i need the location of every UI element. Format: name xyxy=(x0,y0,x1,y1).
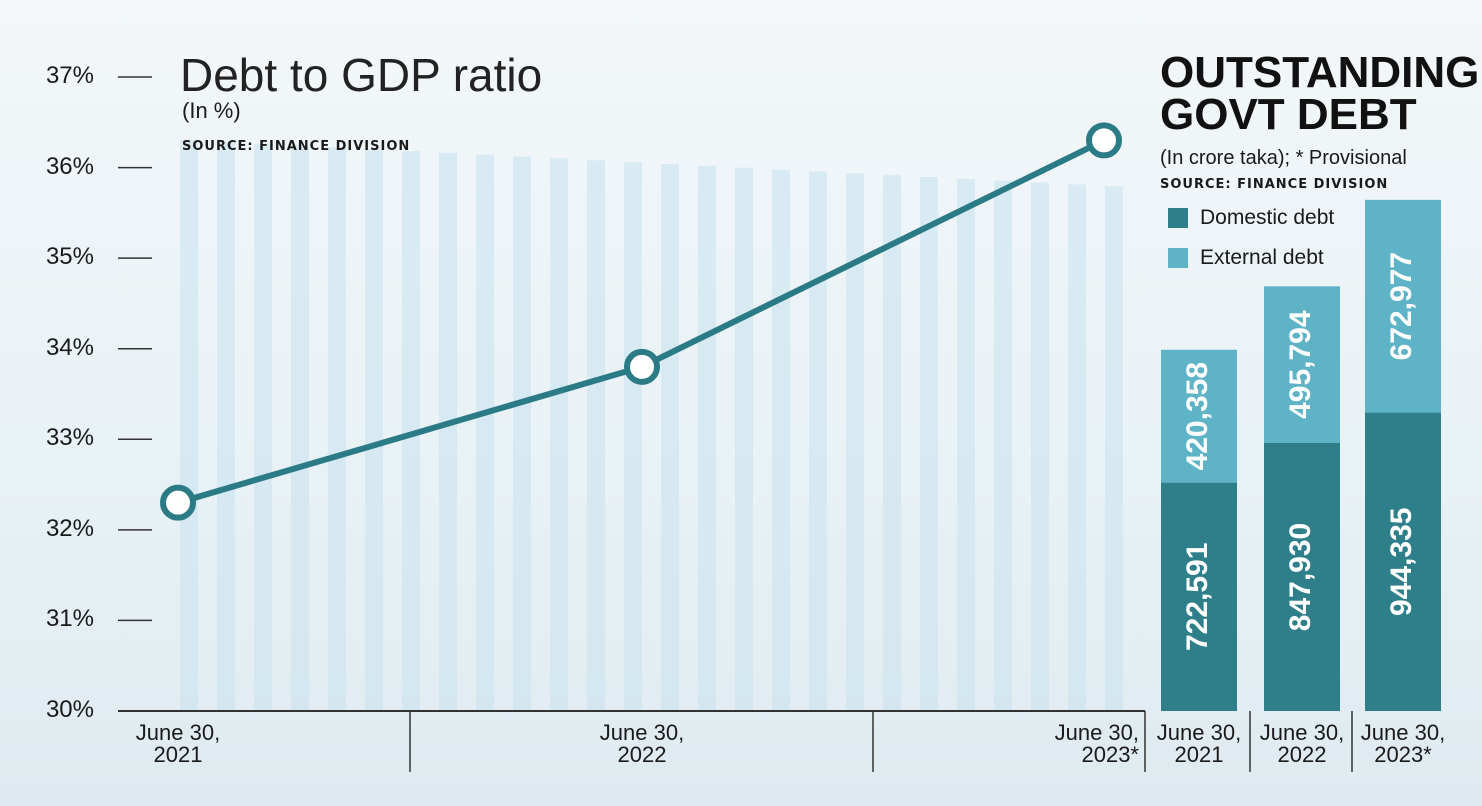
value-label: 672,977 xyxy=(1385,252,1418,360)
y-tick-label: 32% xyxy=(45,514,94,542)
x-tick-label: June 30, 2021 xyxy=(1156,720,1242,767)
y-tick-label: 33% xyxy=(45,424,94,452)
y-tick-label: 34% xyxy=(45,333,94,361)
stripe xyxy=(180,140,198,711)
stripe xyxy=(957,178,975,712)
stripe xyxy=(476,154,494,712)
bar-segment xyxy=(1264,286,1340,444)
y-tick-label: 31% xyxy=(45,605,94,633)
y-tick-label: 35% xyxy=(45,243,94,271)
stripe xyxy=(1031,182,1049,712)
chart-subtitle: (In crore taka); * Provisional xyxy=(1160,147,1407,169)
y-tick-label: 30% xyxy=(45,696,94,723)
chart-title: Debt to GDP ratio xyxy=(180,49,543,101)
stripe xyxy=(365,149,383,711)
legend-label: Domestic debt xyxy=(1200,206,1335,229)
stripe xyxy=(402,151,420,712)
value-label: 495,794 xyxy=(1284,310,1317,419)
bar-segment xyxy=(1264,443,1340,711)
stripe xyxy=(550,158,568,711)
x-tick-label: June 30, 2022 xyxy=(599,720,685,767)
stripe xyxy=(513,156,531,711)
value-label: 722,591 xyxy=(1181,543,1214,651)
chart-source: SOURCE: FINANCE DIVISION xyxy=(182,139,411,154)
stripe xyxy=(809,171,827,711)
stripe xyxy=(254,143,272,711)
x-tick-label: June 30, 2021 xyxy=(135,720,221,767)
x-tick-label: June 30, 2023* xyxy=(1360,720,1446,767)
marker xyxy=(160,484,196,521)
stripe xyxy=(920,177,938,711)
value-label: 944,335 xyxy=(1385,508,1418,616)
stripe xyxy=(846,173,864,712)
stripe xyxy=(624,162,642,711)
marker xyxy=(624,348,660,385)
bar-segment xyxy=(1161,349,1237,483)
stripe xyxy=(772,169,790,712)
bar-segment xyxy=(1365,199,1441,413)
legend-swatch xyxy=(1168,248,1188,268)
value-label: 847,930 xyxy=(1284,523,1317,631)
stripe xyxy=(735,167,753,711)
stripe xyxy=(217,141,235,712)
chart-source: SOURCE: FINANCE DIVISION xyxy=(1160,177,1389,192)
stripe xyxy=(661,164,679,712)
stripe xyxy=(328,147,346,711)
bar-segment xyxy=(1365,412,1441,711)
marker xyxy=(1086,122,1122,159)
value-label: 420,358 xyxy=(1181,362,1214,470)
stripe xyxy=(698,165,716,711)
stripe xyxy=(883,175,901,711)
stripe xyxy=(1105,186,1123,711)
stripe xyxy=(587,160,605,712)
background-stripes xyxy=(180,140,1123,712)
legend-swatch xyxy=(1168,208,1188,228)
chart-subtitle: (In %) xyxy=(182,98,241,123)
stripe xyxy=(439,152,457,711)
stripe xyxy=(1068,184,1086,711)
legend-label: External debt xyxy=(1200,246,1324,269)
stripe xyxy=(994,180,1012,711)
x-tick-label: June 30, 2022 xyxy=(1259,720,1345,767)
stripe xyxy=(291,145,309,712)
y-tick-label: 37% xyxy=(45,62,94,89)
bar-segment xyxy=(1161,482,1237,711)
y-tick-label: 36% xyxy=(45,152,94,180)
chart-title: OUTSTANDING GOVT DEBT xyxy=(1160,48,1480,139)
x-tick-label: June 30, 2023* xyxy=(1054,720,1139,767)
